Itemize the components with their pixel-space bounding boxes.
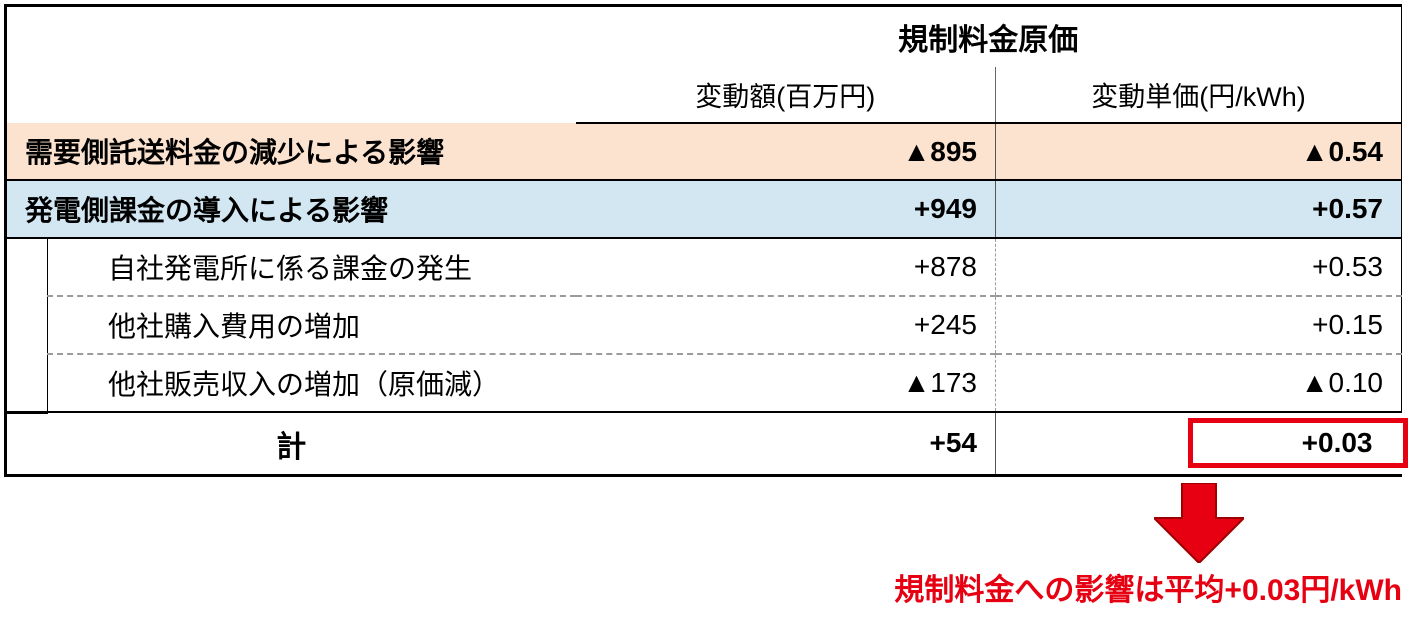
row-demand-side: 需要側託送料金の減少による影響 ▲895 ▲0.54 bbox=[6, 123, 1402, 180]
row-demand-label: 需要側託送料金の減少による影響 bbox=[6, 123, 576, 180]
footer-caption: 規制料金への影響は平均+0.03円/kWh bbox=[894, 565, 1402, 609]
row-gen-purchase: 他社購入費用の増加 +245 +0.15 bbox=[6, 296, 1402, 354]
row-total-label: 計 bbox=[6, 412, 576, 475]
cost-table-wrap: 規制料金原価 変動額(百万円) 変動単価(円/kWh) 需要側託送料金の減少によ… bbox=[4, 4, 1402, 477]
row-gen-purchase-label: 他社購入費用の増加 bbox=[48, 296, 576, 354]
row-demand-unitprice: ▲0.54 bbox=[996, 123, 1402, 180]
row-gen-sales-amount: ▲173 bbox=[576, 354, 996, 412]
row-gen-purchase-unitprice: +0.15 bbox=[996, 296, 1402, 354]
row-gen-own-unitprice: +0.53 bbox=[996, 238, 1402, 296]
total-highlight-box: +0.03 bbox=[1188, 418, 1408, 468]
header-sub-amount: 変動額(百万円) bbox=[576, 67, 996, 123]
indent-spacer bbox=[6, 354, 48, 412]
row-gen-own-label: 自社発電所に係る課金の発生 bbox=[48, 238, 576, 296]
row-gen-sales: 他社販売収入の増加（原価減） ▲173 ▲0.10 bbox=[6, 354, 1402, 412]
row-gen-sales-label: 他社販売収入の増加（原価減） bbox=[48, 354, 576, 412]
row-demand-amount: ▲895 bbox=[576, 123, 996, 180]
row-gen-side: 発電側課金の導入による影響 +949 +0.57 bbox=[6, 180, 1402, 238]
header-sub-unitprice: 変動単価(円/kWh) bbox=[996, 67, 1402, 123]
down-arrow-icon bbox=[1154, 483, 1244, 568]
row-total-unitprice-cell: +0.03 bbox=[996, 412, 1402, 475]
row-total-amount: +54 bbox=[576, 412, 996, 475]
cost-table: 規制料金原価 変動額(百万円) 変動単価(円/kWh) 需要側託送料金の減少によ… bbox=[4, 4, 1402, 477]
header-blank bbox=[6, 6, 576, 124]
row-gen-amount: +949 bbox=[576, 180, 996, 238]
header-title: 規制料金原価 bbox=[576, 6, 1402, 68]
indent-spacer bbox=[6, 296, 48, 354]
row-total: 計 +54 +0.03 bbox=[6, 412, 1402, 475]
header-row-1: 規制料金原価 bbox=[6, 6, 1402, 68]
row-gen-purchase-amount: +245 bbox=[576, 296, 996, 354]
row-gen-sales-unitprice: ▲0.10 bbox=[996, 354, 1402, 412]
row-total-unitprice: +0.03 bbox=[1302, 427, 1373, 458]
row-gen-own-amount: +878 bbox=[576, 238, 996, 296]
row-gen-own: 自社発電所に係る課金の発生 +878 +0.53 bbox=[6, 238, 1402, 296]
footer-area: 規制料金への影響は平均+0.03円/kWh bbox=[4, 477, 1402, 617]
row-gen-unitprice: +0.57 bbox=[996, 180, 1402, 238]
indent-spacer bbox=[6, 238, 48, 296]
row-gen-label: 発電側課金の導入による影響 bbox=[6, 180, 576, 238]
